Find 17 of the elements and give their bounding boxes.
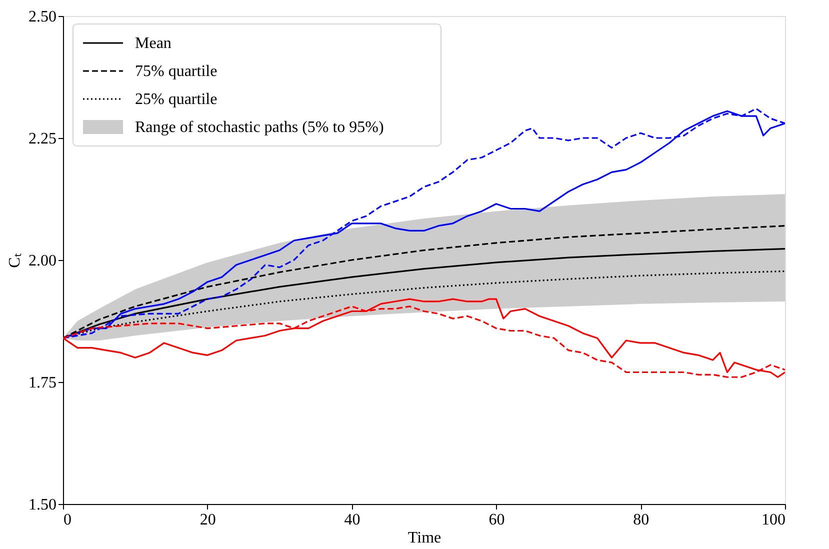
legend-label: Mean [135, 35, 172, 52]
y-axis-title: Cₜ [6, 253, 24, 268]
legend-label: 75% quartile [135, 63, 218, 80]
y-tick-label: 2.25 [28, 130, 56, 148]
x-tick-label: 40 [344, 512, 360, 528]
y-tick-label: 1.50 [28, 496, 56, 514]
legend-label: Range of stochastic paths (5% to 95%) [135, 119, 384, 136]
x-tick-label: 0 [64, 512, 72, 528]
y-tick-label: 2.00 [28, 252, 56, 270]
x-tick-label: 60 [488, 512, 505, 528]
legend-label: 25% quartile [135, 91, 218, 108]
x-tick-label: 80 [633, 512, 650, 528]
x-tick-label: 20 [200, 512, 216, 528]
x-tick-label: 100 [762, 512, 786, 528]
y-tick-label: 2.50 [28, 8, 56, 26]
x-axis-title: Time [408, 530, 442, 546]
y-tick-label: 1.75 [28, 374, 56, 392]
